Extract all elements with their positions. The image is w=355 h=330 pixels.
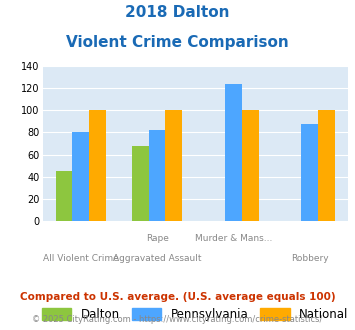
Bar [225,84,242,221]
Text: All Violent Crime: All Violent Crime [43,254,119,263]
Bar [242,110,258,221]
Bar [149,130,165,221]
Bar [89,110,106,221]
Text: 2018 Dalton: 2018 Dalton [125,5,230,20]
Bar [132,146,149,221]
Bar [72,132,89,221]
Legend: Dalton, Pennsylvania, National: Dalton, Pennsylvania, National [42,308,349,321]
Bar [301,124,318,221]
Text: Murder & Mans...: Murder & Mans... [195,234,272,243]
Text: Violent Crime Comparison: Violent Crime Comparison [66,35,289,50]
Text: Compared to U.S. average. (U.S. average equals 100): Compared to U.S. average. (U.S. average … [20,292,335,302]
Bar [165,110,182,221]
Text: Rape: Rape [146,234,169,243]
Bar [56,171,72,221]
Text: Robbery: Robbery [291,254,328,263]
Text: © 2025 CityRating.com - https://www.cityrating.com/crime-statistics/: © 2025 CityRating.com - https://www.city… [32,315,323,324]
Text: Aggravated Assault: Aggravated Assault [113,254,201,263]
Bar [318,110,335,221]
